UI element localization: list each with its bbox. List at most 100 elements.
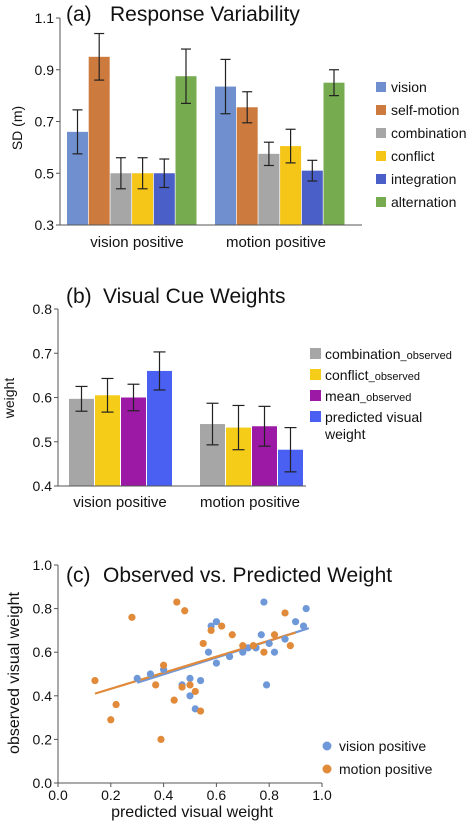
panel-c-legend-label-motion-positive: motion positive (339, 761, 433, 777)
panel-c-point-vision-positive (292, 618, 300, 626)
panel-c-point-vision-positive (196, 676, 205, 685)
panel-c-xtick-label: 0.2 (101, 787, 121, 803)
panel-b-legend-label-mean-observed: mean_observed (325, 388, 411, 404)
panel-a-legend-swatch-combination (376, 128, 386, 138)
panel-c-point-motion-positive (160, 661, 168, 669)
panel-c: (c) Observed vs. Predicted Weight observ… (6, 557, 433, 821)
panel-c-point-vision-positive (146, 670, 154, 678)
panel-a-legend-label-self-motion: self-motion (391, 102, 459, 118)
panel-a-yticks: 0.3 0.5 0.7 0.9 1.1 (35, 10, 60, 233)
panel-c-point-vision-positive (226, 652, 234, 661)
panel-c-ytick-label: 0.4 (33, 688, 53, 704)
panel-a-bar-self-motion-vision-positive (88, 56, 110, 225)
panel-c-point-motion-positive (173, 598, 181, 606)
panel-a-label: (a) (66, 3, 92, 26)
panel-b-ytick-label: 0.8 (33, 301, 53, 317)
panel-c-xtick-label: 0.6 (207, 787, 227, 803)
panel-c-point-vision-positive (186, 692, 194, 700)
panel-c-point-motion-positive (228, 631, 236, 639)
panel-c-point-motion-positive (128, 613, 136, 621)
panel-c-point-motion-positive (186, 681, 194, 689)
panel-b-ytick-label: 0.7 (33, 345, 53, 361)
panel-a-bar-self-motion-motion-positive (236, 107, 258, 225)
panel-c-point-vision-positive (186, 674, 194, 682)
panel-b-legend-swatch-combination-observed (310, 348, 321, 359)
panel-a-bar-conflict-motion-positive (280, 146, 302, 225)
panel-a-bar-integration-vision-positive (153, 173, 175, 225)
panel-c-legend-label-vision-positive: vision positive (339, 738, 426, 754)
panel-b-category-vision-positive: vision positive (73, 494, 166, 511)
panel-c-xtick-label: 0.4 (154, 787, 174, 803)
panel-c-point-motion-positive (112, 700, 120, 709)
panel-c-point-motion-positive (196, 707, 205, 715)
panel-c-points (91, 598, 310, 744)
panel-c-point-motion-positive (181, 607, 189, 615)
panel-a-bar-combination-motion-positive (258, 153, 280, 225)
panel-c-legend: vision positive motion positive (322, 738, 433, 777)
panel-a-ytick-label: 0.7 (35, 114, 55, 130)
panel-b-ylabel: weight (1, 378, 17, 420)
panel-b-legend-label-line2: weight (324, 426, 366, 442)
panel-a-bar-conflict-vision-positive (132, 173, 154, 225)
panel-c-point-vision-positive (212, 659, 220, 667)
panel-c-point-motion-positive (218, 622, 226, 630)
panel-a-bar-vision-motion-positive (215, 86, 236, 225)
panel-c-point-motion-positive (91, 676, 99, 685)
panel-a-legend-swatch-vision (376, 82, 386, 92)
panel-c-point-vision-positive (239, 648, 247, 656)
panel-c-point-vision-positive (299, 622, 308, 630)
panel-a-title: Response Variability (110, 3, 300, 26)
panel-b-legend-main: conflict (325, 367, 369, 383)
panel-a-bars (67, 32, 345, 225)
panel-c-point-vision-positive (212, 618, 220, 626)
panel-b-legend-main: combination (325, 346, 401, 362)
panel-c-point-vision-positive (257, 631, 265, 639)
panel-c-point-vision-positive (204, 648, 213, 656)
panel-c-legend-marker-motion-positive (322, 764, 332, 774)
panel-c-point-motion-positive (107, 716, 115, 724)
panel-b-ytick-label: 0.4 (33, 478, 53, 494)
panel-a-legend-swatch-integration (376, 174, 386, 184)
panel-a-legend: vision self-motion combination conflict inte… (376, 79, 467, 210)
panel-b-bars (69, 351, 303, 486)
panel-a-legend-label-vision: vision (391, 79, 427, 95)
panel-a-legend-label-combination: combination (391, 125, 467, 141)
panel-c-xlabel: predicted visual weight (111, 804, 273, 821)
panel-c-xtick-label: 1.0 (312, 787, 332, 803)
panel-b-legend-sub: _observed (368, 371, 420, 383)
panel-c-point-vision-positive (133, 674, 141, 682)
panel-c-trendlines (94, 627, 310, 695)
panel-a-ytick-label: 0.9 (35, 62, 55, 78)
panel-b-legend-swatch-mean-observed (310, 390, 321, 401)
panel-b-legend-label-conflict-observed: conflict_observed (325, 367, 420, 383)
panel-c-point-motion-positive (281, 609, 289, 617)
panel-c-point-vision-positive (262, 681, 271, 689)
panel-a-bar-integration-motion-positive (301, 170, 323, 225)
panel-a-legend-swatch-self-motion (376, 105, 386, 115)
panel-a-bar-alternation-motion-positive (323, 82, 345, 225)
panel-b-ytick-label: 0.6 (33, 390, 53, 406)
panel-c-trendline-motion-positive (94, 631, 296, 695)
panel-c-yticks: 0.0 0.2 0.4 0.6 0.8 1.0 (33, 557, 58, 791)
panel-c-ytick-label: 0.2 (33, 731, 53, 747)
panel-b-label: (b) (66, 285, 92, 308)
panel-c-ytick-label: 0.6 (33, 644, 53, 660)
panel-c-point-motion-positive (191, 687, 199, 696)
panel-a-bar-combination-vision-positive (110, 173, 132, 225)
panel-b: (b) Visual Cue Weights weight 0.40.50.60… (1, 285, 452, 511)
panel-a: (a) Response Variability SD (m) 0.30.50.… (9, 3, 467, 251)
panel-a-category-motion-positive: motion positive (226, 234, 326, 251)
panel-a-bar-alternation-vision-positive (175, 76, 197, 225)
panel-c-point-vision-positive (302, 605, 310, 613)
panel-c-legend-marker-vision-positive (322, 741, 332, 751)
panel-a-category-vision-positive: vision positive (90, 234, 183, 251)
panel-b-title: Visual Cue Weights (103, 285, 286, 308)
panel-b-bar-combination-observed-vision-positive (69, 398, 94, 486)
panel-c-xticks: 0.0 0.2 0.4 0.6 0.8 1.0 (48, 783, 332, 803)
panel-c-point-vision-positive (281, 635, 289, 643)
panel-c-point-motion-positive (199, 639, 207, 648)
panel-c-point-motion-positive (178, 683, 186, 691)
panel-b-legend-sub: _observed (400, 350, 452, 362)
panel-b-category-motion-positive: motion positive (200, 494, 300, 511)
panel-b-legend-label-predicted-visual-weight: predicted visual (325, 409, 422, 425)
